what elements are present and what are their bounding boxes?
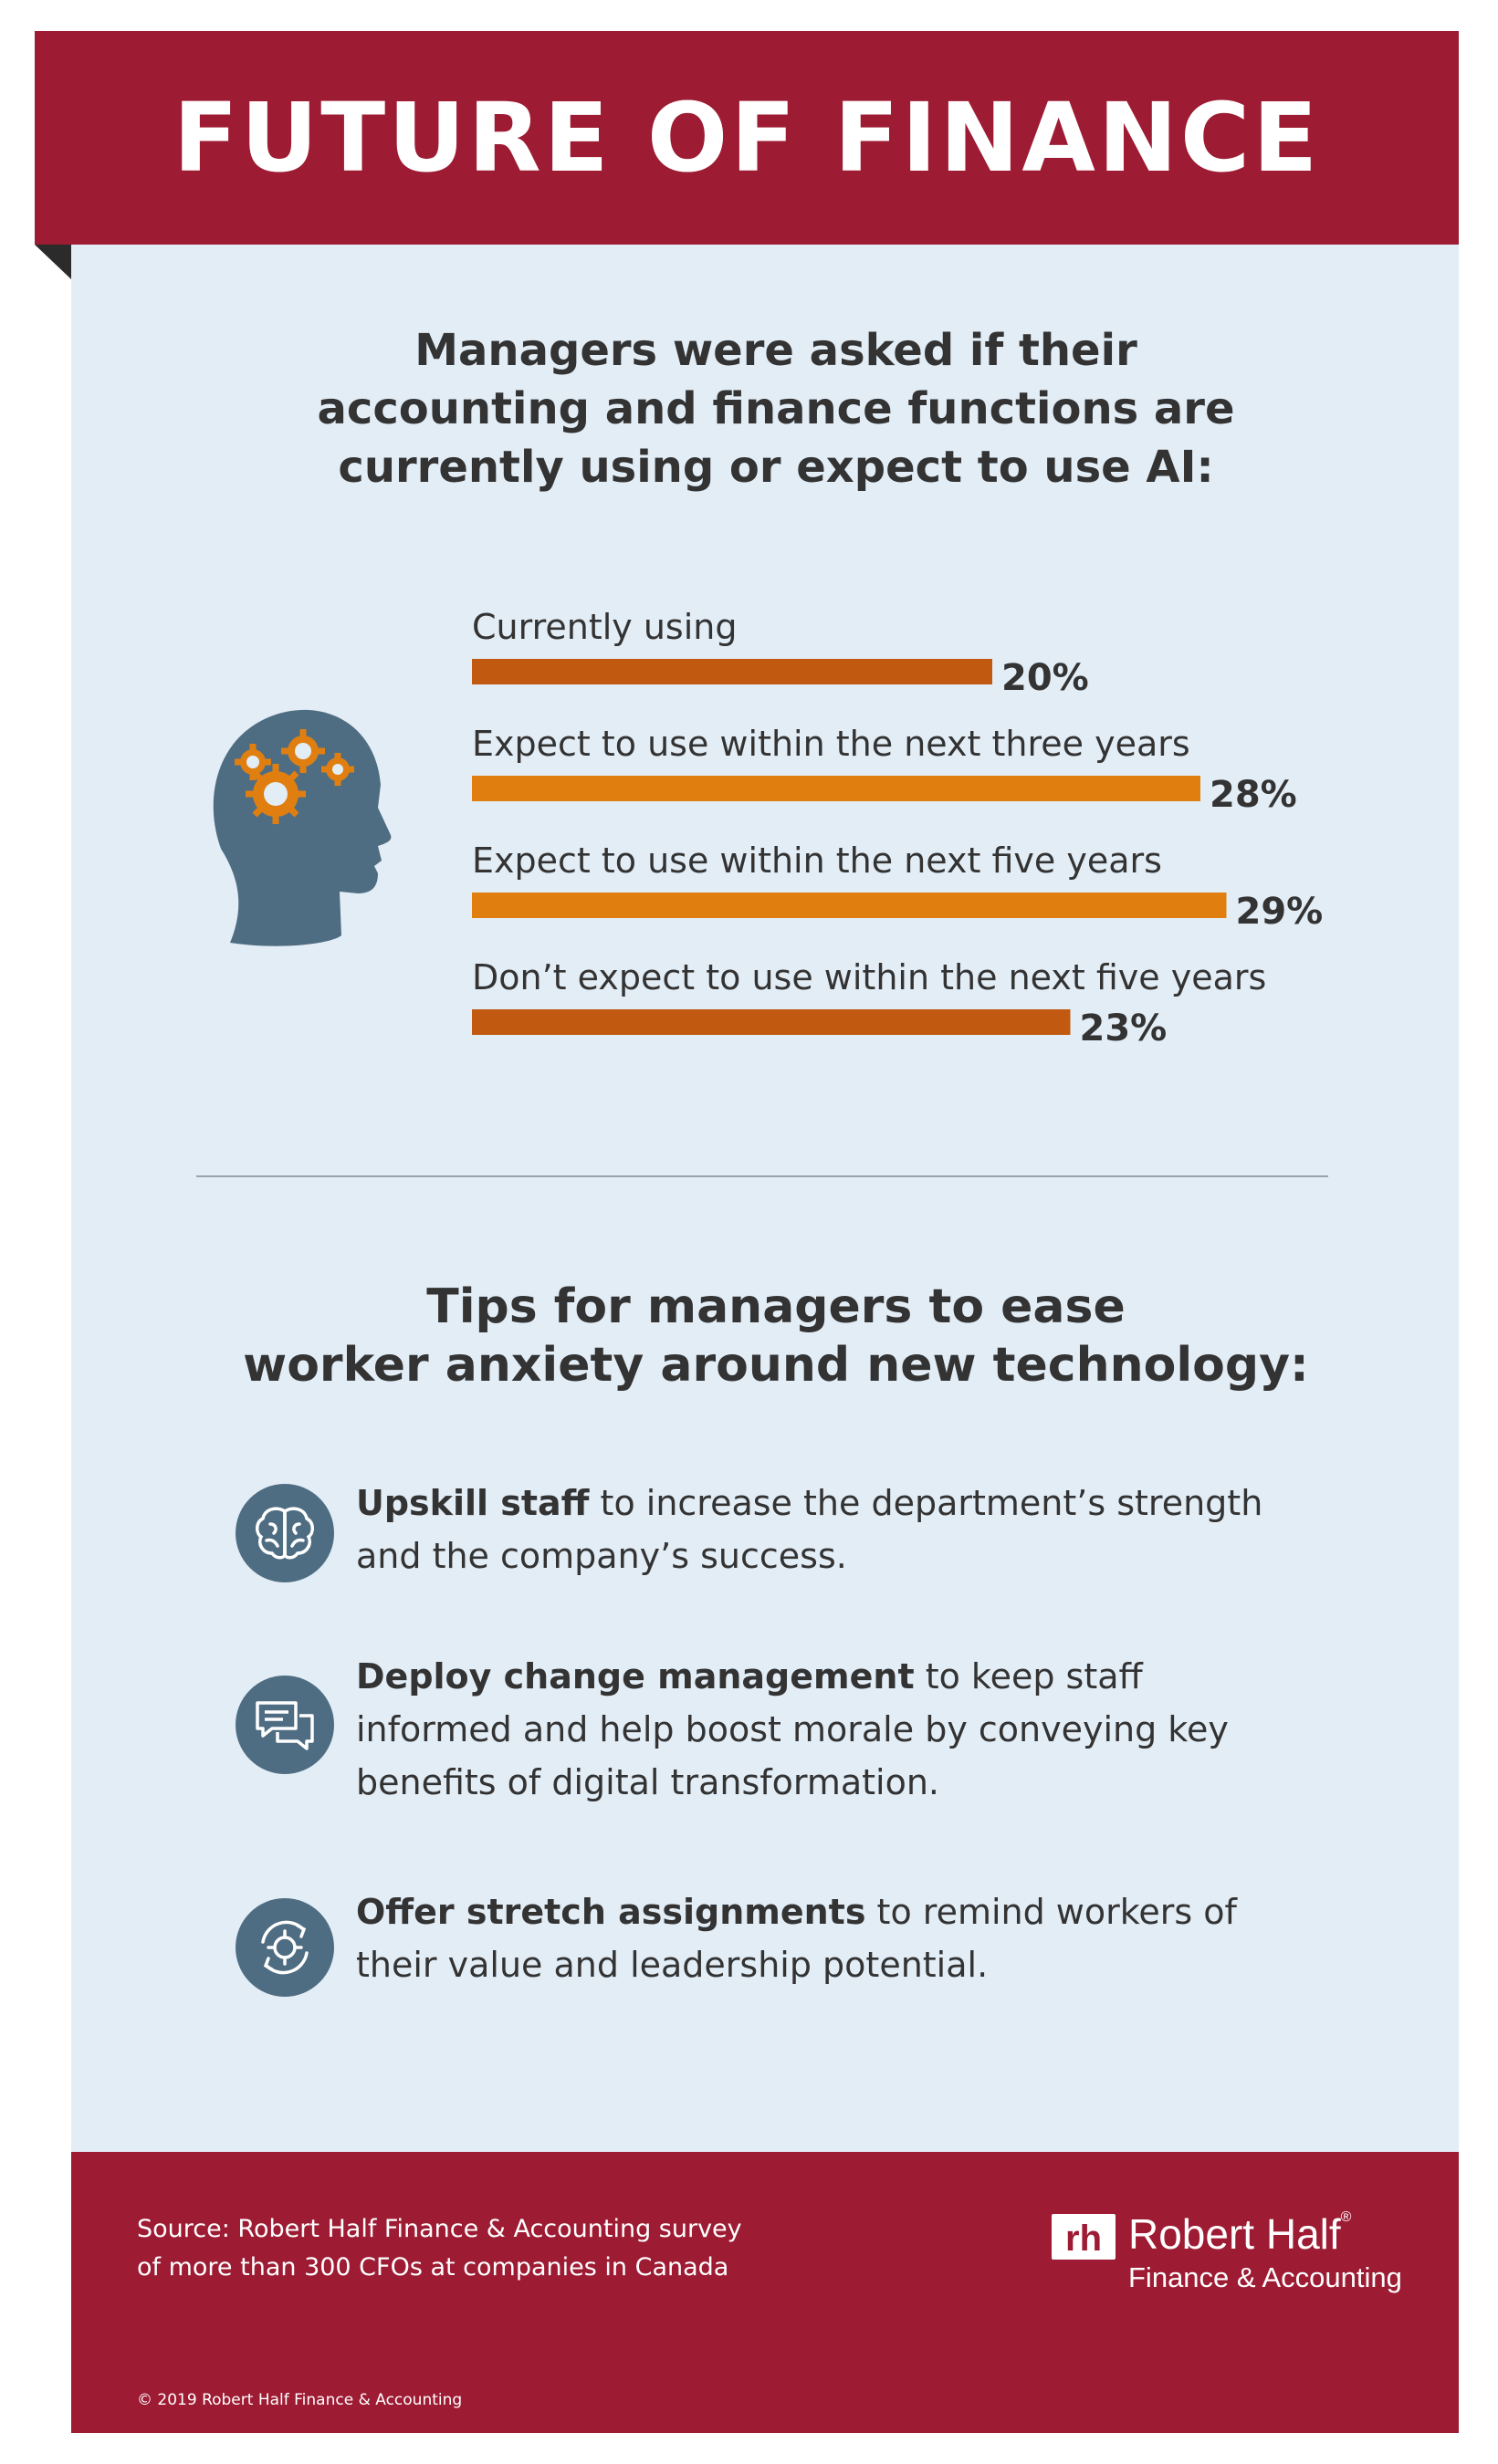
logo-brand-name: Robert Half	[1128, 2210, 1341, 2258]
bar-value-label: 29%	[1236, 891, 1324, 933]
chat-bubbles-icon	[236, 1676, 334, 1774]
tip-stretch-assignments-bold: Offer stretch assignments	[356, 1892, 866, 1932]
bar	[472, 893, 1227, 918]
tip-upskill-bold: Upskill staff	[356, 1483, 590, 1523]
bar-value-label: 20%	[1001, 657, 1089, 699]
question-line-1: Managers were asked if their	[414, 325, 1137, 376]
bar-category-label: Currently using	[472, 607, 738, 647]
bar-category-label: Don’t expect to use within the next five…	[472, 957, 1266, 997]
robert-half-logo: rh Robert Half® Finance & Accounting	[1052, 2208, 1435, 2309]
page-title: FUTURE OF FINANCE	[173, 82, 1321, 193]
ai-usage-bar-chart: Currently using 20% Expect to use within t…	[472, 607, 1324, 1049]
title-banner: FUTURE OF FINANCE	[35, 31, 1459, 245]
logo-brand: Robert Half®	[1128, 2208, 1351, 2260]
logo-mark-text: rh	[1065, 2219, 1102, 2259]
logo-tagline: Finance & Accounting	[1128, 2261, 1402, 2293]
content-panel	[71, 31, 1459, 2433]
banner-fold	[35, 245, 71, 279]
tip-stretch-assignments-rest: to remind workers of their value and lea…	[356, 1892, 1237, 1985]
bar-category-label: Expect to use within the next five years	[472, 840, 1162, 881]
question-line-2: accounting and finance functions are	[317, 383, 1235, 434]
footer: Source: Robert Half Finance & Accounting…	[71, 2152, 1459, 2433]
registered-mark: ®	[1340, 2209, 1352, 2225]
bar	[472, 1009, 1071, 1035]
tips-title-line-2: worker anxiety around new technology:	[243, 1338, 1309, 1393]
bar-value-label: 23%	[1080, 1008, 1168, 1049]
source-line-1: Source: Robert Half Finance & Accounting…	[137, 2215, 742, 2243]
source-line-2: of more than 300 CFOs at companies in Ca…	[137, 2253, 729, 2281]
tips-title-line-1: Tips for managers to ease	[426, 1279, 1126, 1334]
tip-change-management-rest: to keep staff informed and help boost mo…	[356, 1656, 1229, 1802]
tip-upskill-text: Upskill staff to increase the department…	[356, 1477, 1305, 1582]
tip-stretch-assignments-text: Offer stretch assignments to remind work…	[356, 1885, 1305, 1991]
source-note: Source: Robert Half Finance & Accounting…	[137, 2210, 794, 2287]
bar	[472, 776, 1200, 801]
survey-question: Managers were asked if their accounting …	[183, 321, 1369, 496]
brain-icon	[236, 1484, 334, 1582]
tips-title: Tips for managers to ease worker anxiety…	[183, 1278, 1369, 1394]
bar	[472, 659, 992, 684]
tip-upskill-rest: to increase the department’s strength an…	[356, 1483, 1263, 1576]
bar-value-label: 28%	[1210, 774, 1297, 816]
rh-logo-mark-icon: rh	[1052, 2214, 1116, 2260]
question-line-3: currently using or expect to use AI:	[338, 442, 1214, 493]
head-with-gears-icon	[213, 709, 392, 946]
section-divider	[196, 1175, 1328, 1177]
tip-change-management-text: Deploy change management to keep staff i…	[356, 1650, 1305, 1809]
bar-category-label: Expect to use within the next three year…	[472, 724, 1190, 764]
copyright: © 2019 Robert Half Finance & Accounting	[137, 2391, 463, 2409]
gear-cycle-icon	[236, 1898, 334, 1997]
tip-change-management-bold: Deploy change management	[356, 1656, 915, 1697]
